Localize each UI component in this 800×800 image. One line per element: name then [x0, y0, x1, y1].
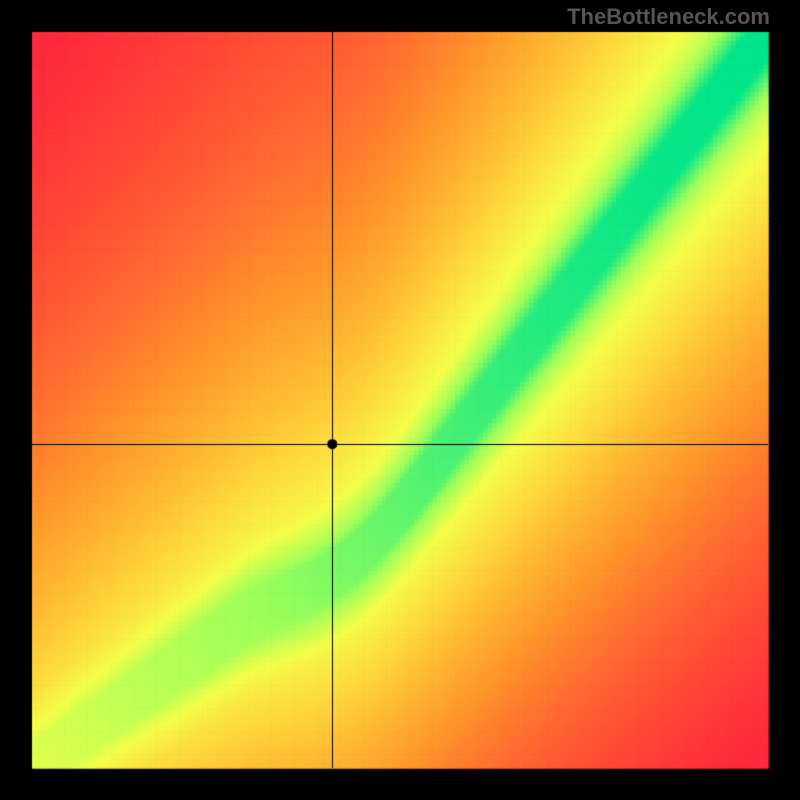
bottleneck-heatmap — [0, 0, 800, 800]
watermark-text: TheBottleneck.com — [567, 4, 770, 30]
chart-container: TheBottleneck.com — [0, 0, 800, 800]
